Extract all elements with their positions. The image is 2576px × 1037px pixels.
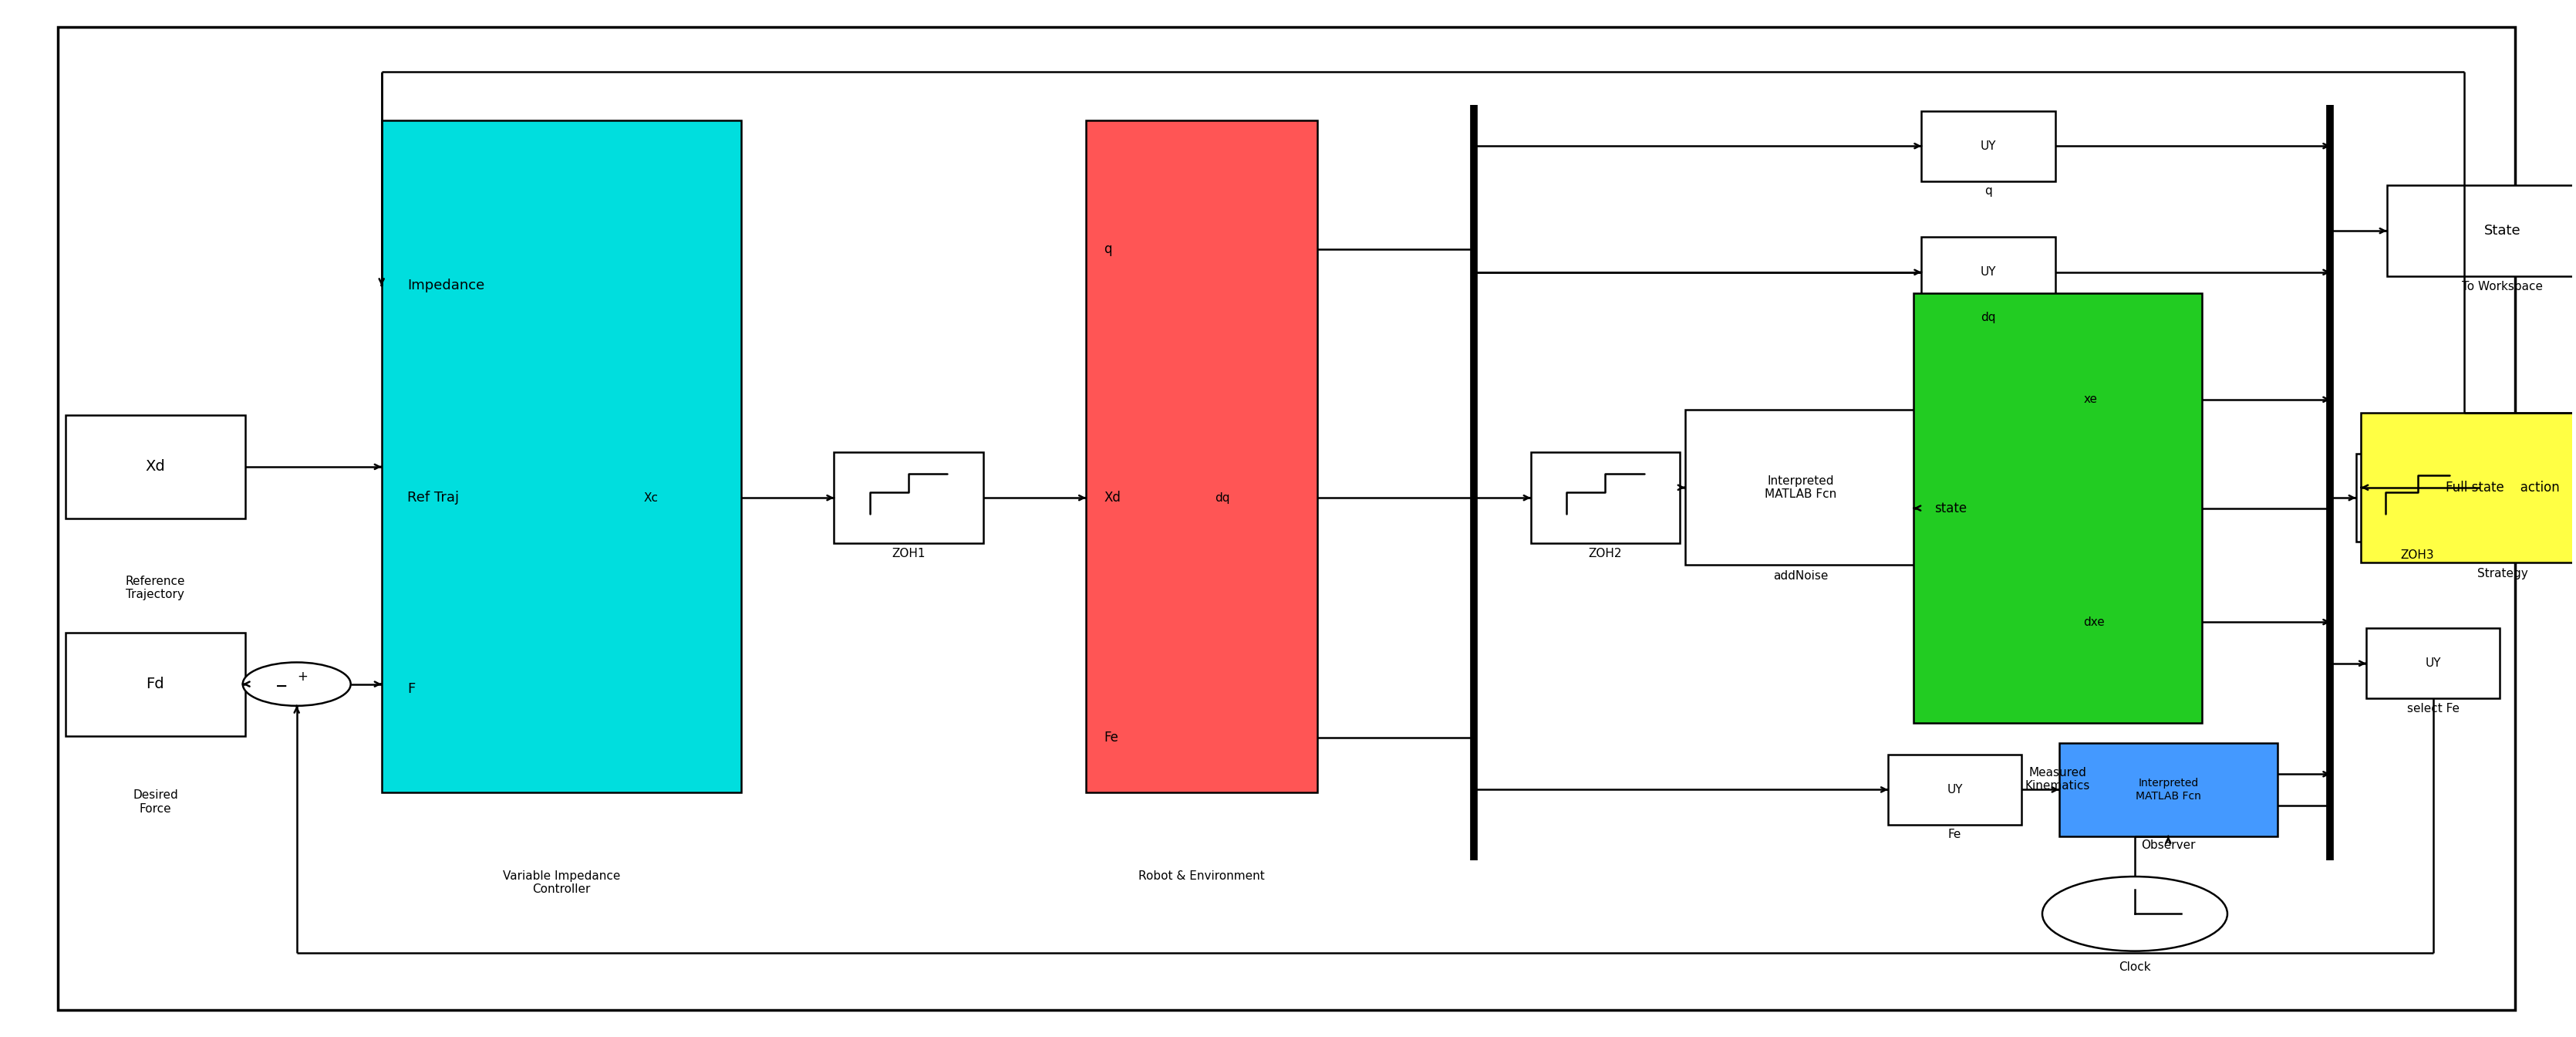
Bar: [1087, 120, 1316, 792]
Text: UY: UY: [1947, 784, 1963, 795]
Text: ZOH2: ZOH2: [1589, 548, 1623, 559]
Text: Ref Traj: Ref Traj: [407, 491, 459, 505]
Text: Xd: Xd: [1105, 491, 1121, 505]
Text: UY: UY: [2424, 657, 2442, 669]
Text: Fe: Fe: [1947, 829, 1960, 841]
Text: xe: xe: [2084, 394, 2097, 405]
Text: −: −: [276, 679, 289, 694]
Text: Full state    action: Full state action: [2445, 480, 2561, 495]
Text: ZOH3: ZOH3: [2401, 550, 2434, 561]
Text: state: state: [1935, 501, 1968, 515]
Bar: [2367, 628, 2499, 699]
Bar: [2388, 186, 2576, 276]
Text: q: q: [1105, 243, 1113, 256]
Bar: [2058, 744, 2277, 836]
Bar: [1922, 237, 2056, 307]
Bar: [2357, 454, 2478, 541]
Text: Strategy: Strategy: [2478, 568, 2527, 580]
Circle shape: [2043, 876, 2228, 951]
Text: State: State: [2483, 224, 2522, 237]
Circle shape: [242, 663, 350, 706]
Text: Xd: Xd: [144, 459, 165, 474]
Text: Interpreted
MATLAB Fcn: Interpreted MATLAB Fcn: [1765, 475, 1837, 500]
Bar: [381, 120, 742, 792]
Text: Impedance: Impedance: [407, 279, 484, 292]
Bar: [835, 452, 984, 543]
Text: +: +: [296, 670, 307, 683]
Text: Fd: Fd: [147, 677, 165, 692]
Text: Robot & Environment: Robot & Environment: [1139, 870, 1265, 881]
Text: To Workspace: To Workspace: [2463, 280, 2543, 292]
Text: addNoise: addNoise: [1772, 570, 1829, 582]
Text: select Fe: select Fe: [2406, 703, 2460, 714]
Bar: [1922, 111, 2056, 181]
Text: q: q: [1984, 186, 1991, 197]
Text: ZOH1: ZOH1: [891, 548, 925, 559]
Text: dq: dq: [1213, 492, 1229, 504]
Text: Fe: Fe: [1105, 731, 1118, 745]
Text: UY: UY: [1981, 267, 1996, 278]
Bar: [1888, 755, 2022, 824]
Text: UY: UY: [1981, 140, 1996, 151]
Text: dxe: dxe: [2084, 616, 2105, 627]
Bar: [2362, 413, 2576, 562]
Text: Reference
Trajectory: Reference Trajectory: [126, 576, 185, 600]
Text: Variable Impedance
Controller: Variable Impedance Controller: [502, 870, 621, 895]
Bar: [1530, 452, 1680, 543]
Bar: [1914, 293, 2202, 723]
Text: Xc: Xc: [644, 492, 659, 504]
Bar: [64, 633, 245, 736]
Text: dq: dq: [1981, 311, 1996, 324]
Bar: [1685, 410, 1917, 565]
Text: Interpreted
MATLAB Fcn: Interpreted MATLAB Fcn: [2136, 778, 2200, 802]
Text: Desired
Force: Desired Force: [131, 789, 178, 815]
Bar: [64, 415, 245, 518]
Text: Observer: Observer: [2141, 839, 2195, 851]
Text: Measured
Kinematics: Measured Kinematics: [2025, 767, 2089, 792]
Text: F: F: [407, 682, 415, 696]
Text: Clock: Clock: [2120, 961, 2151, 973]
